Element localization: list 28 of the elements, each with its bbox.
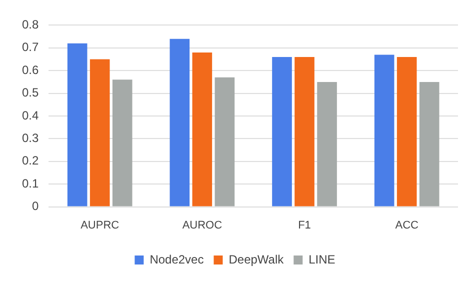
bar xyxy=(396,56,417,206)
legend-label: LINE xyxy=(308,252,336,266)
bar xyxy=(374,54,394,206)
legend-label: DeepWalk xyxy=(228,252,285,266)
y-tick-label: 0.4 xyxy=(22,108,39,122)
y-tick-label: 0.5 xyxy=(22,86,39,100)
bar xyxy=(272,56,292,206)
y-tick-label: 0.7 xyxy=(22,40,39,54)
y-tick-label: 0.1 xyxy=(22,176,39,190)
legend-label: Node2vec xyxy=(150,252,204,266)
y-tick-label: 0.8 xyxy=(22,18,39,32)
bar xyxy=(214,77,235,206)
bar xyxy=(317,82,337,206)
bar xyxy=(67,43,88,206)
x-tick-label: F1 xyxy=(298,219,311,232)
y-tick-label: 0 xyxy=(32,199,39,214)
bar xyxy=(294,56,314,206)
y-tick-label: 0.2 xyxy=(22,154,39,168)
y-tick-label: 0.3 xyxy=(22,131,39,146)
y-tick-label: 0.6 xyxy=(22,62,39,77)
bar xyxy=(112,80,132,206)
bar xyxy=(419,82,440,206)
x-tick-label: ACC xyxy=(395,219,418,232)
bar xyxy=(170,38,190,206)
bar xyxy=(90,59,110,206)
x-tick-label: AUPRC xyxy=(80,219,120,232)
bar xyxy=(192,52,212,206)
x-tick-label: AUROC xyxy=(182,219,222,232)
